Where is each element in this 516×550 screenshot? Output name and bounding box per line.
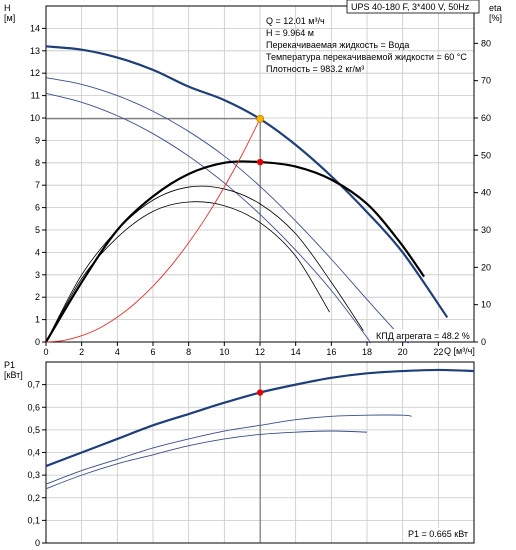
eta-tick-label: 60 [481,113,491,123]
h-tick-label: 6 [35,203,40,213]
info-temperature: Температура перекачиваемой жидкости = 60… [266,52,467,62]
q-tick-label: 18 [362,347,372,357]
q-tick-label: 2 [79,347,84,357]
h-tick-label: 3 [35,270,40,280]
h-tick-label: 0 [35,337,40,347]
head-curve-2 [45,77,410,344]
q-tick-label: 8 [186,347,191,357]
power-curves [45,362,475,543]
eta-tick-label: 30 [481,225,491,235]
power-point [256,389,264,396]
q-tick-label: 16 [326,347,336,357]
p1-axis-ticks: 0 0,1 0,2 0,3 0,4 0,5 0,6 0,7 [27,380,46,548]
power-label: P1 = 0.665 кВт [408,529,468,539]
q-tick-label: 4 [115,347,120,357]
info-liquid: Перекачиваемая жидкость = Вода [266,40,409,50]
h-axis-label: H [4,3,11,13]
p1-tick-label: 0,7 [27,380,40,390]
efficiency-curve-2 [45,185,364,343]
h-tick-label: 14 [30,23,40,33]
p1-tick-label: 0,3 [27,470,40,480]
info-flow: Q = 12.01 м³/ч [266,16,325,26]
p1-axis-unit: [кВт] [4,370,23,380]
q-tick-label: 0 [43,347,48,357]
h-tick-label: 13 [30,46,40,56]
h-tick-label: 7 [35,180,40,190]
h-axis-unit: [м] [4,13,15,23]
p1-tick-label: 0,4 [27,448,40,458]
q-tick-label: 6 [150,347,155,357]
p1-tick-label: 0 [35,538,40,548]
q-axis-ticks: 0 2 4 6 8 10 12 14 16 18 20 22 [43,342,443,357]
performance-chart: 0 2 4 6 8 10 12 14 16 18 20 22 01234567891011121314… [4,0,502,357]
h-tick-label: 1 [35,315,40,325]
performance-curves [45,45,449,344]
h-tick-label: 2 [35,292,40,302]
h-tick-label: 11 [31,91,40,101]
eta-axis-ticks: 0 10 20 30 40 50 60 70 80 [474,38,491,347]
p1-tick-label: 0,1 [27,515,40,525]
head-curve-max [45,45,449,318]
eta-tick-label: 0 [481,337,486,347]
power-chart: 0 0,1 0,2 0,3 0,4 0,5 0,6 0,7 P1 [кВт] P1 = 0.6… [4,360,475,548]
info-head: H = 9.964 м [266,28,314,38]
p1-tick-label: 0,5 [27,425,40,435]
power-curve-3 [45,430,368,490]
pump-title-box [346,0,480,14]
h-tick-label: 10 [30,113,40,123]
pump-title: UPS 40-180 F, 3*400 V, 50Hz [351,2,470,12]
q-tick-label: 22 [433,347,443,357]
duty-point [256,114,265,123]
system-curve [45,118,261,343]
efficiency-curve-max [45,160,425,343]
q-tick-label: 14 [291,347,301,357]
power-curve-2 [45,414,412,485]
eta-tick-label: 20 [481,262,491,272]
q-tick-label: 20 [398,347,408,357]
h-tick-label: 8 [35,158,40,168]
h-tick-label: 4 [35,247,40,257]
h-tick-label: 9 [35,135,40,145]
q-tick-label: 10 [219,347,229,357]
p1-tick-label: 0,2 [27,493,40,503]
h-tick-label: 12 [30,68,40,78]
h-tick-label: 5 [35,225,40,235]
eta-tick-label: 40 [481,188,491,198]
eta-tick-label: 10 [481,300,491,310]
p1-axis-label: P1 [4,360,15,370]
q-axis-label: Q [м³/ч] [444,346,475,356]
info-density: Плотность = 983.2 кг/м³ [266,64,364,74]
duty-info-block: Q = 12.01 м³/ч H = 9.964 м Перекачиваема… [266,16,467,74]
efficiency-curve-3 [45,201,330,343]
q-tick-label: 12 [255,347,265,357]
efficiency-label: КПД агрегата = 48.2 % [376,331,470,341]
efficiency-point [256,158,264,166]
eta-axis-unit: [%] [489,13,502,23]
eta-tick-label: 80 [481,38,491,48]
efficiency-label-bg [374,329,464,341]
eta-axis-label: eta [489,3,502,13]
head-curve-3 [45,92,371,344]
eta-tick-label: 70 [481,76,491,86]
eta-tick-label: 50 [481,150,491,160]
p1-tick-label: 0,6 [27,402,40,412]
power-label-bg [404,528,472,540]
